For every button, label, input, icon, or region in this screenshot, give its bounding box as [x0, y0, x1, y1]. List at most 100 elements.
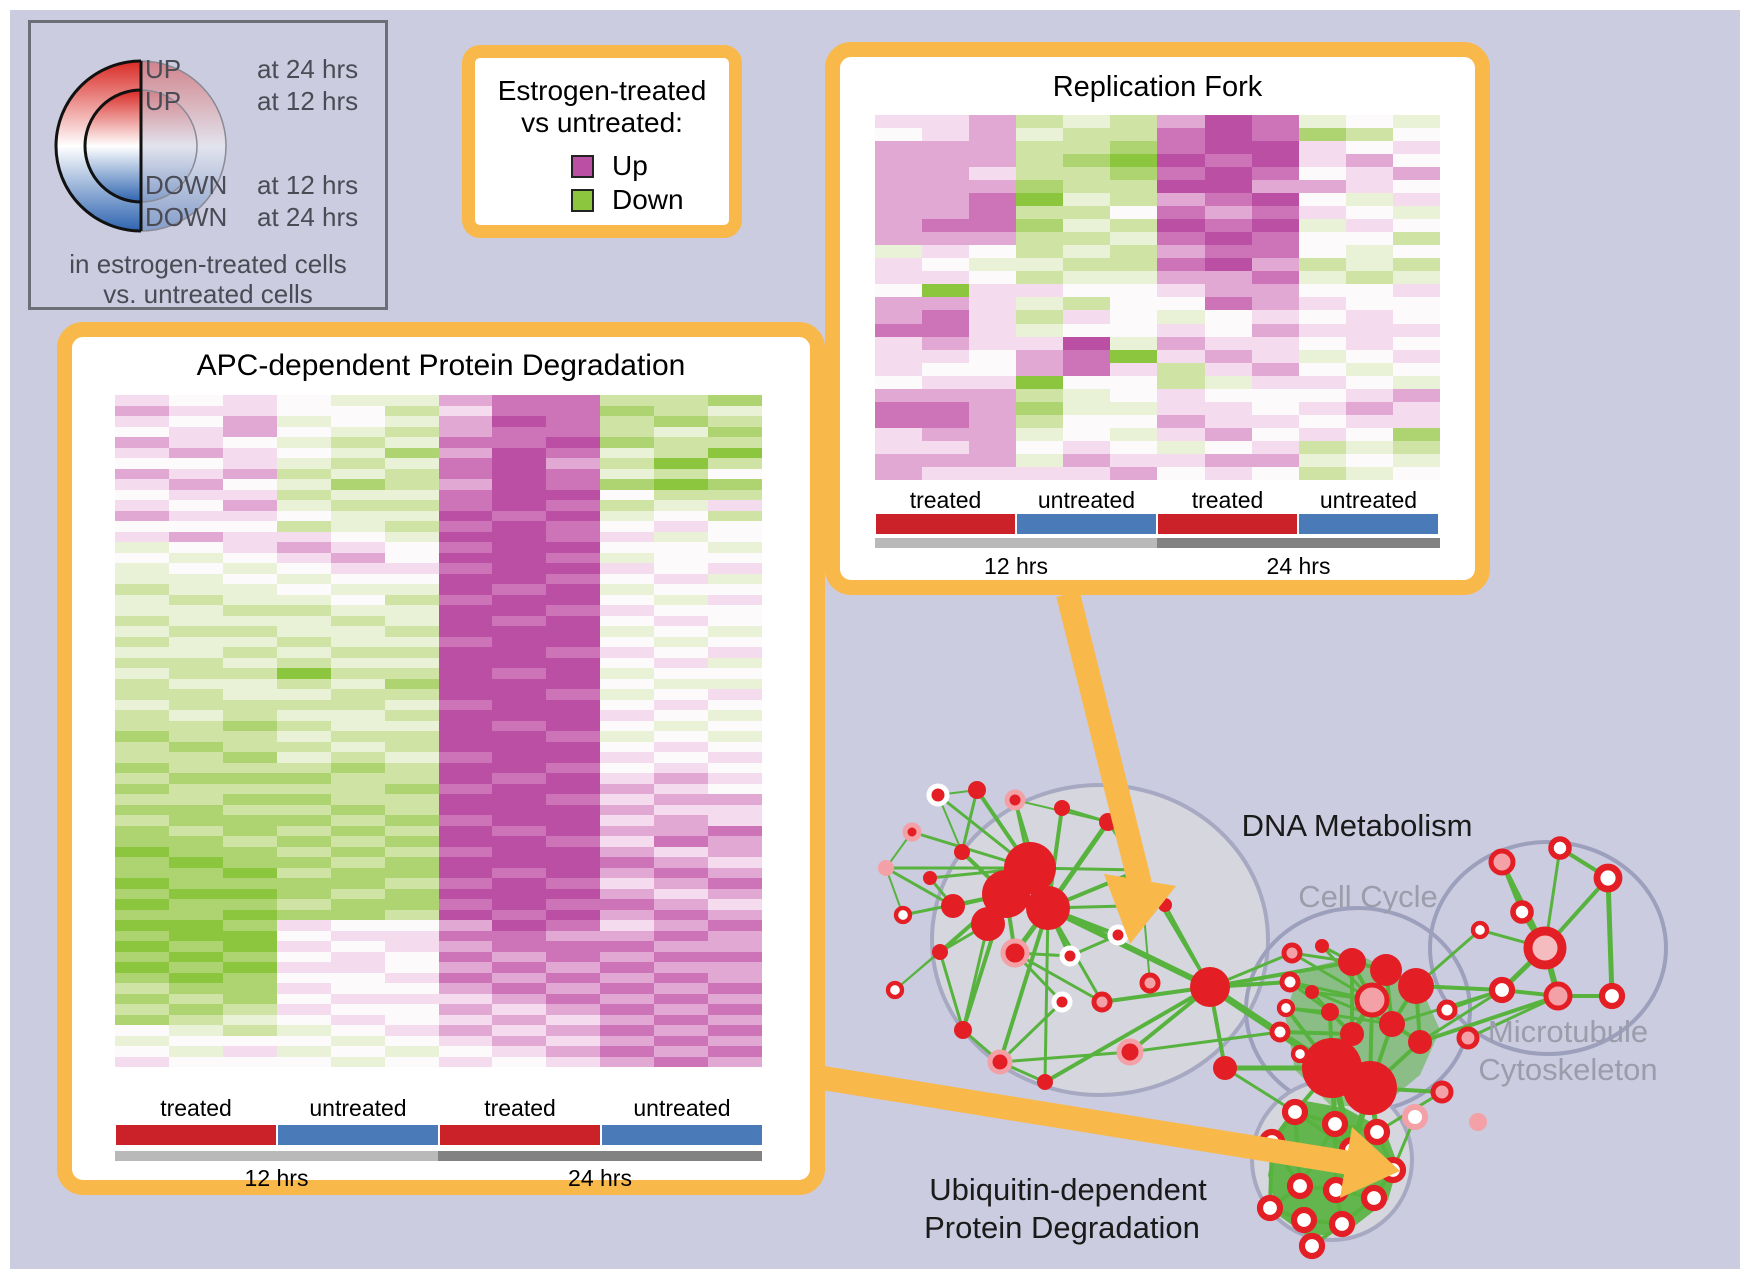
heatmap-cell	[654, 804, 709, 815]
heatmap-cell	[1016, 245, 1064, 259]
heatmap-cell	[546, 741, 601, 752]
heatmap-row	[115, 1025, 763, 1036]
heatmap-row	[115, 720, 763, 731]
heatmap-cell	[438, 1004, 493, 1015]
heatmap-cell	[222, 783, 277, 794]
heatmap-cell	[168, 1014, 223, 1025]
heatmap-cell	[330, 426, 385, 437]
heatmap-cell	[168, 1056, 223, 1067]
heatmap-cell	[492, 573, 547, 584]
heatmap-cell	[115, 899, 169, 910]
heatmap-cell	[168, 489, 223, 500]
heatmap-cell	[222, 626, 277, 637]
heatmap-cell	[600, 395, 655, 406]
heatmap-cell	[276, 668, 331, 679]
heatmap-cell	[600, 888, 655, 899]
heatmap-cell	[276, 395, 331, 406]
network-node-d1	[926, 783, 950, 807]
heatmap-cell	[654, 1004, 709, 1015]
heatmap-cell	[276, 542, 331, 553]
heatmap-cell	[492, 1025, 547, 1036]
heatmap-cell	[600, 542, 655, 553]
network-node-u2	[1321, 1110, 1349, 1138]
heatmap-row	[115, 500, 763, 511]
heatmap-cell	[384, 857, 439, 868]
heatmap-cell	[492, 846, 547, 857]
heatmap-cell	[969, 310, 1017, 324]
arrow-replication-to-dna-head	[1104, 874, 1176, 944]
heatmap-cell	[1157, 310, 1205, 324]
network-edge	[894, 951, 941, 991]
heatmap-cell	[1157, 258, 1205, 272]
heatmap-cell	[1345, 115, 1393, 129]
heatmap-cell	[330, 794, 385, 805]
heatmap-cell	[168, 773, 223, 784]
heatmap-cell	[1016, 388, 1064, 402]
heatmap-cell	[168, 678, 223, 689]
heatmap-cell	[922, 414, 970, 428]
heatmap-cell	[708, 762, 763, 773]
heatmap-cell	[546, 552, 601, 563]
heatmap-cell	[222, 888, 277, 899]
heatmap-cell	[222, 563, 277, 574]
heatmap-cell	[222, 489, 277, 500]
network-node-d13	[971, 907, 1005, 941]
key-up12-word: UP	[145, 86, 182, 116]
heatmap-cell	[654, 920, 709, 931]
network-label: Cytoskeleton	[1478, 1052, 1657, 1087]
heatmap-cell	[115, 657, 169, 668]
heatmap-cell	[922, 193, 970, 207]
heatmap-cell	[546, 1014, 601, 1025]
heatmap-cell	[1345, 440, 1393, 454]
heatmap-cell	[654, 941, 709, 952]
heatmap-cell	[222, 678, 277, 689]
heatmap-cell	[115, 741, 169, 752]
down-label: Down	[612, 184, 684, 215]
heatmap-cell	[384, 752, 439, 763]
heatmap-cell	[1063, 297, 1111, 311]
heatmap-cell	[1392, 427, 1440, 441]
heatmap-cell	[492, 794, 547, 805]
heatmap-row	[115, 689, 763, 700]
heatmap-cell	[600, 920, 655, 931]
heatmap-cell	[168, 447, 223, 458]
heatmap-cell	[276, 426, 331, 437]
heatmap-cell	[115, 426, 169, 437]
heatmap-cell	[168, 930, 223, 941]
rf-untreated-bar-1	[1017, 514, 1156, 534]
heatmap-cell	[546, 930, 601, 941]
heatmap-cell	[330, 710, 385, 721]
heatmap-cell	[654, 857, 709, 868]
heatmap-cell	[492, 920, 547, 931]
heatmap-cell	[1110, 297, 1158, 311]
heatmap-cell	[1110, 362, 1158, 376]
heatmap-cell	[922, 427, 970, 441]
heatmap-cell	[708, 521, 763, 532]
heatmap-cell	[330, 573, 385, 584]
heatmap-cell	[438, 657, 493, 668]
heatmap-cell	[492, 594, 547, 605]
heatmap-cell	[922, 115, 970, 129]
heatmap-cell	[654, 552, 709, 563]
heatmap-cell	[1204, 245, 1252, 259]
heatmap-cell	[438, 836, 493, 847]
heatmap-row	[115, 605, 763, 616]
heatmap-cell	[115, 867, 169, 878]
heatmap-cell	[115, 1056, 169, 1067]
heatmap-row	[115, 531, 763, 542]
heatmap-cell	[222, 1004, 277, 1015]
heatmap-cell	[708, 878, 763, 889]
heatmap-cell	[384, 678, 439, 689]
heatmap-cell	[1251, 375, 1299, 389]
heatmap-cell	[1298, 362, 1346, 376]
network-node-m3	[1593, 863, 1623, 893]
heatmap-cell	[546, 689, 601, 700]
heatmap-row	[115, 1004, 763, 1015]
heatmap-cell	[168, 783, 223, 794]
heatmap-cell	[546, 783, 601, 794]
network-node-c21	[1402, 1104, 1428, 1130]
heatmap-cell	[330, 920, 385, 931]
heatmap-cell	[222, 825, 277, 836]
heatmap-cell	[654, 626, 709, 637]
heatmap-cell	[654, 489, 709, 500]
